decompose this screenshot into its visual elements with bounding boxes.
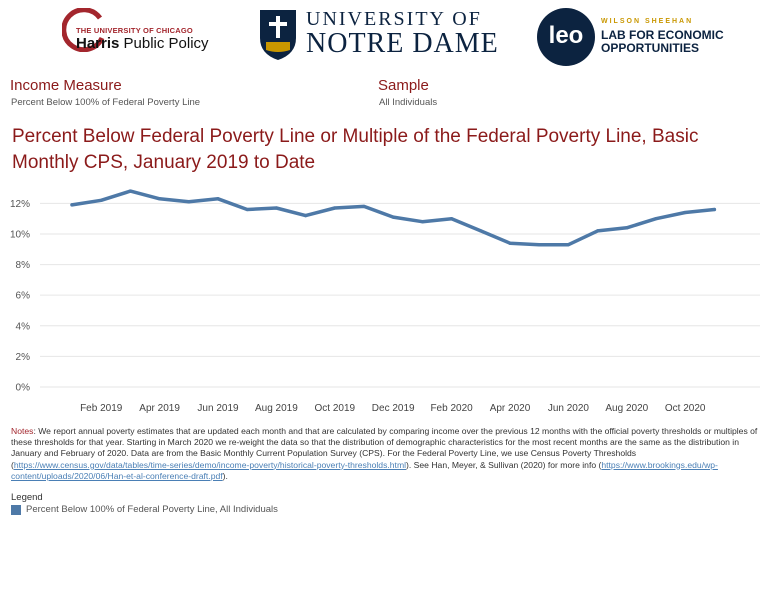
income-measure-value[interactable]: Percent Below 100% of Federal Poverty Li…: [11, 97, 201, 108]
legend-title: Legend: [11, 492, 43, 503]
data-point: [99, 198, 103, 202]
data-point: [537, 243, 541, 247]
poverty-line-chart: 0% 2% 4% 6% 8% 10% 12% Feb 2019 Apr 2019 Jun 201…: [10, 189, 760, 414]
notre-dame-line1: UNIVERSITY OF: [306, 8, 482, 30]
data-point: [187, 200, 191, 204]
data-point: [625, 226, 629, 230]
data-point: [712, 207, 717, 212]
y-tick-label: 2%: [16, 352, 31, 363]
notes-text-3: ).: [222, 470, 228, 481]
x-tick-label: Dec 2019: [372, 403, 415, 414]
leo-line2: OPPORTUNITIES: [601, 41, 700, 55]
x-tick-label: Feb 2020: [430, 403, 473, 414]
legend-swatch[interactable]: [11, 505, 21, 515]
leo-mark: leo: [537, 8, 595, 66]
x-tick-label: Jun 2020: [548, 403, 590, 414]
x-tick-label: Jun 2019: [197, 403, 239, 414]
data-point: [479, 229, 483, 233]
x-tick-label: Apr 2020: [490, 403, 531, 414]
x-tick-label: Aug 2020: [605, 403, 648, 414]
leo-logo: leo WILSON SHEEHAN LAB FOR ECONOMIC OPPO…: [537, 8, 727, 68]
chart-grid: [40, 202, 760, 388]
harris-logo-top: THE UNIVERSITY OF CHICAGO: [76, 26, 193, 35]
chart-title: Percent Below Federal Poverty Line or Mu…: [12, 126, 699, 173]
y-axis: 0% 2% 4% 6% 8% 10% 12%: [10, 199, 30, 394]
data-point: [596, 229, 600, 233]
y-tick-label: 6%: [16, 291, 31, 302]
x-tick-label: Oct 2019: [315, 403, 356, 414]
x-tick-label: Oct 2020: [665, 403, 706, 414]
chart-series: [70, 189, 717, 247]
data-point: [128, 189, 132, 193]
data-point: [245, 207, 249, 212]
y-tick-label: 10%: [10, 229, 30, 240]
data-point: [70, 203, 74, 207]
data-point: [158, 197, 162, 201]
notes-text-1: : We report annual poverty estimates tha…: [11, 426, 758, 470]
leo-top: WILSON SHEEHAN: [601, 18, 694, 25]
sample-value[interactable]: All Individuals: [379, 97, 438, 108]
brookings-paper-link[interactable]: https://www.brookings.edu/wp-content/upl…: [11, 459, 718, 481]
income-measure-label: Income Measure: [10, 77, 122, 94]
data-point: [508, 241, 512, 245]
notes-text-2: ). See Han, Meyer, & Sullivan (2020) for…: [406, 459, 602, 470]
legend-item-label[interactable]: Percent Below 100% of Federal Poverty Li…: [26, 504, 278, 515]
y-tick-label: 4%: [16, 321, 31, 332]
data-point: [216, 197, 220, 201]
harris-logo: THE UNIVERSITY OF CHICAGO Harris Public …: [62, 8, 212, 64]
data-point: [333, 206, 337, 210]
harris-ring-icon: [62, 8, 105, 52]
y-tick-label: 12%: [10, 199, 30, 210]
data-point: [362, 204, 366, 209]
x-tick-label: Feb 2019: [80, 403, 123, 414]
x-tick-label: Aug 2019: [255, 403, 298, 414]
x-tick-label: Apr 2019: [139, 403, 180, 414]
notes-label: Notes: [11, 426, 34, 436]
x-axis: Feb 2019 Apr 2019 Jun 2019 Aug 2019 Oct 2019…: [80, 403, 706, 414]
data-point: [420, 220, 424, 224]
notre-dame-logo: UNIVERSITY OF NOTRE DAME: [258, 6, 498, 66]
data-point: [654, 217, 658, 221]
y-tick-label: 0%: [16, 383, 31, 394]
data-point: [566, 243, 571, 247]
data-point: [683, 210, 687, 215]
notes: Notes: We report annual poverty estimate…: [11, 426, 761, 482]
harris-logo-main: Harris Public Policy: [76, 35, 209, 52]
y-tick-label: 8%: [16, 260, 31, 271]
data-point: [450, 217, 454, 221]
notre-dame-shield-icon: [260, 10, 296, 60]
data-point: [304, 214, 308, 218]
census-thresholds-link[interactable]: https://www.census.gov/data/tables/time-…: [13, 459, 407, 470]
sample-label: Sample: [378, 77, 429, 94]
notre-dame-line2: NOTRE DAME: [306, 28, 499, 59]
leo-line1: LAB FOR ECONOMIC: [601, 28, 724, 42]
data-point: [274, 206, 278, 210]
data-point: [391, 215, 395, 219]
